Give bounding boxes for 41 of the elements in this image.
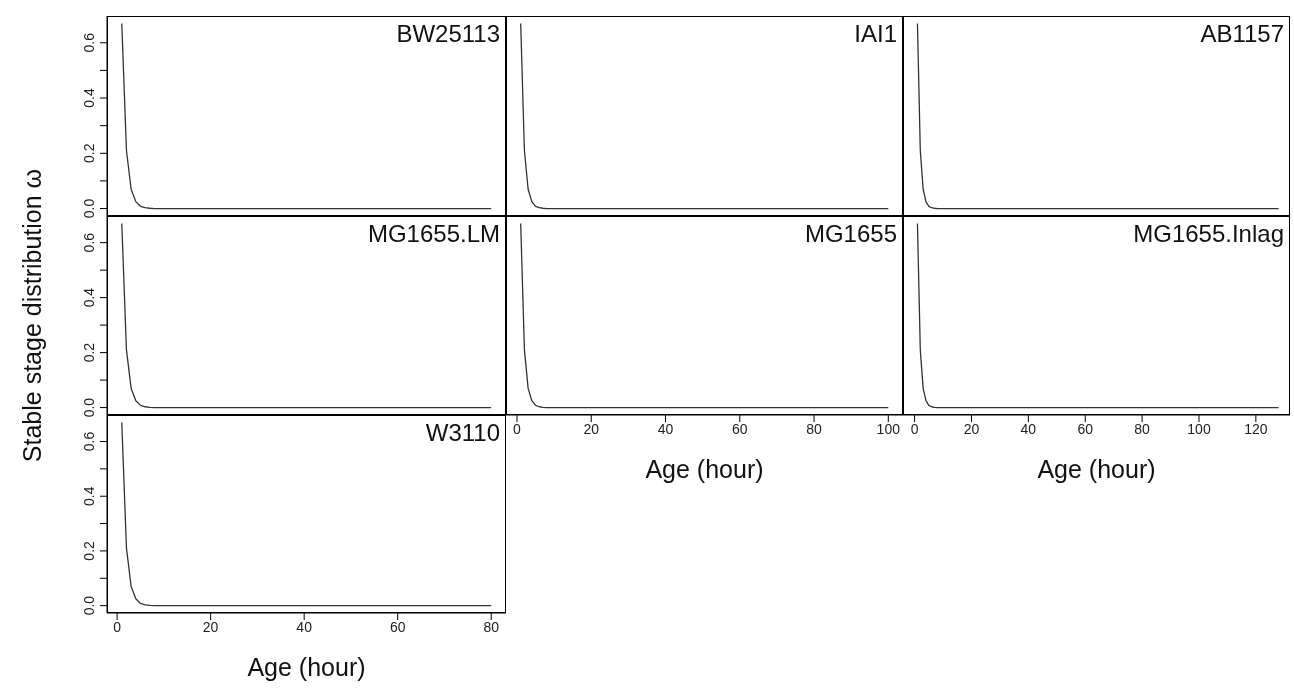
x-tick-label: 20 [202,618,219,635]
x-tick-label: 20 [963,420,980,437]
x-axis-title: Age (hour) [644,455,765,484]
chart-title: MG1655.Inlag [1133,220,1284,248]
x-tick-label: 100 [876,420,901,437]
y-tick-label: 0.2 [81,342,97,363]
x-tick-label: 0 [513,420,522,437]
chart-title: MG1655 [804,220,897,248]
x-tick-label: 80 [806,420,823,437]
x-tick-label: 120 [1244,420,1268,437]
x-axis-title: Age (hour) [1036,455,1157,484]
x-tick-label: 80 [483,618,500,635]
x-tick-label: 40 [296,618,313,635]
y-axis-title: Stable stage distribution ω [17,167,47,464]
y-tick-label: 0.6 [81,32,97,53]
chart-title: AB1157 [1200,20,1284,48]
x-tick-label: 0 [910,420,919,437]
x-tick-label: 20 [583,420,600,437]
chart-title: MG1655.LM [367,220,500,248]
x-tick-label: 80 [1134,420,1151,437]
x-tick-label: 60 [389,618,406,635]
chart-title: IAI1 [854,20,897,48]
y-tick-label: 0.4 [81,486,97,506]
y-tick-label: 0.2 [81,143,97,164]
y-tick-label: 0.4 [81,287,97,308]
chart-title: W3110 [425,419,500,447]
y-tick-label: 0.0 [81,595,97,616]
y-tick-label: 0.0 [81,198,97,219]
x-axis-title: Age (hour) [246,653,367,682]
y-tick-label: 0.4 [81,88,97,108]
x-tick-label: 60 [1077,420,1094,437]
y-tick-label: 0.2 [81,540,97,561]
x-tick-label: 40 [1020,420,1037,437]
y-tick-label: 0.0 [81,397,97,418]
x-tick-label: 60 [731,420,748,437]
x-tick-label: 40 [657,420,674,437]
x-tick-label: 100 [1187,420,1211,437]
chart-title: BW25113 [396,20,500,48]
y-tick-label: 0.6 [81,431,97,452]
x-tick-label: 0 [113,618,122,635]
y-tick-label: 0.6 [81,232,97,253]
